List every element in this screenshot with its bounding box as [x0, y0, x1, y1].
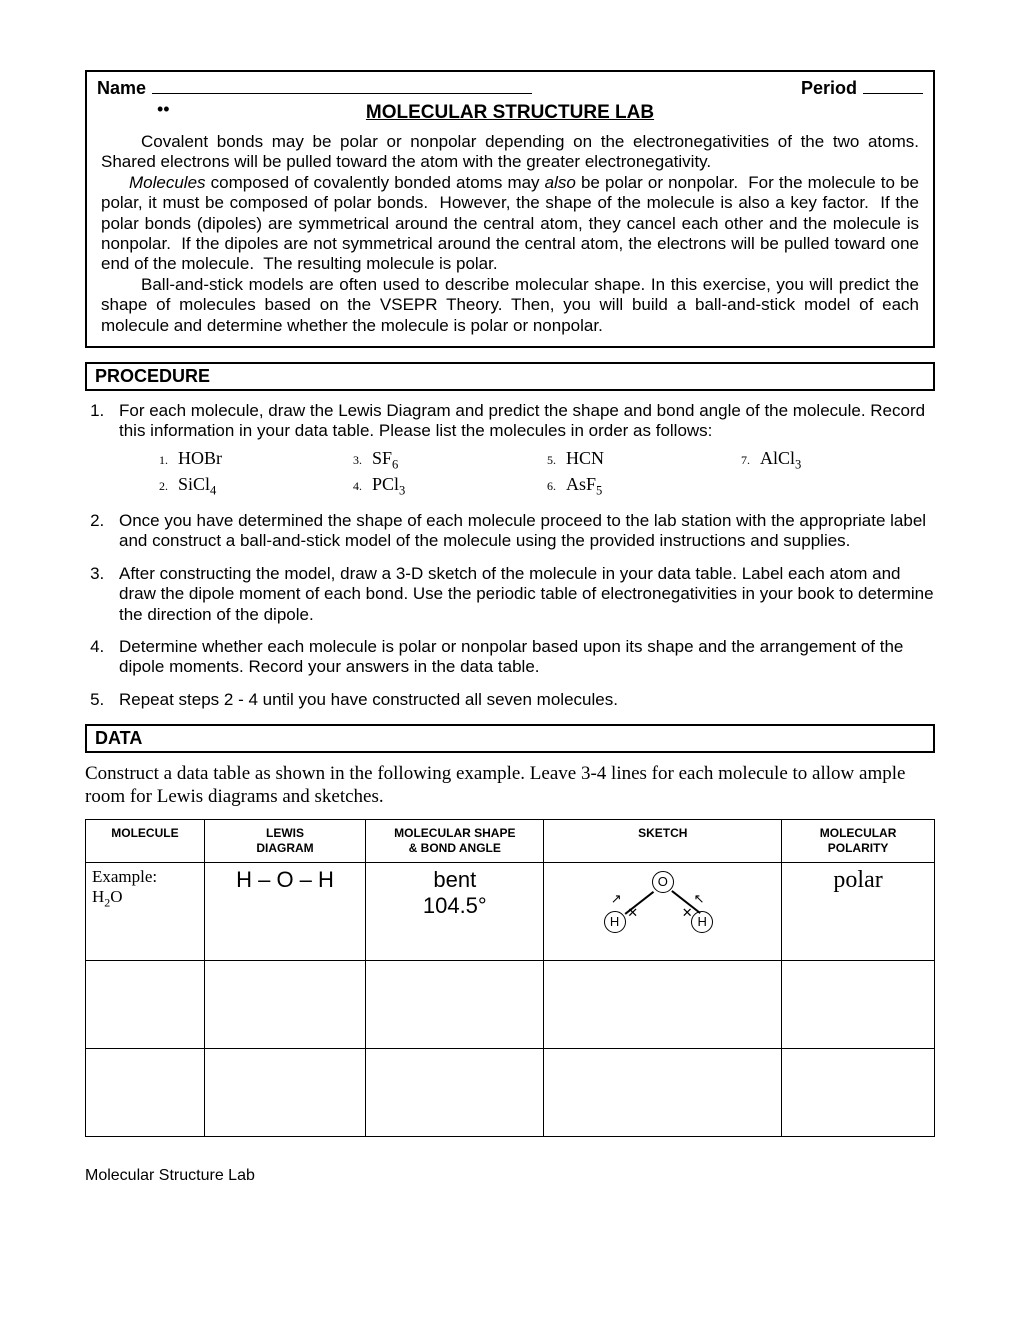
mol-6: AsF5: [566, 474, 602, 499]
data-header: DATA: [85, 724, 935, 753]
procedure-step-2: Once you have determined the shape of ea…: [109, 511, 935, 552]
mol-7: AlCl3: [760, 448, 801, 473]
period-label: Period: [801, 78, 923, 99]
th-sketch: SKETCH: [544, 819, 782, 862]
mol-2: SiCl4: [178, 474, 216, 499]
table-row: [86, 1048, 935, 1136]
mol-num: 6.: [547, 479, 556, 493]
th-lewis: LEWISDIAGRAM: [204, 819, 365, 862]
mol-num: 2.: [159, 479, 168, 493]
name-blank-line: [152, 93, 532, 94]
mol-3: SF6: [372, 448, 398, 473]
dipole-arrow-right: ↖: [694, 891, 705, 907]
procedure-step-4: Determine whether each molecule is polar…: [109, 637, 935, 678]
example-lewis-cell: H – O – H: [204, 862, 365, 960]
example-sketch-cell: O H H ↗ ✕ ↖ ✕: [544, 862, 782, 960]
header-box: Name Period •• MOLECULAR STRUCTURE LAB C…: [85, 70, 935, 348]
dipole-arrow-left: ↗: [611, 891, 622, 907]
table-row: [86, 960, 935, 1048]
procedure-header: PROCEDURE: [85, 362, 935, 391]
procedure-step-5: Repeat steps 2 - 4 until you have constr…: [109, 690, 935, 710]
intro-p2: Molecules composed of covalently bonded …: [101, 173, 919, 275]
example-polarity-cell: polar: [782, 862, 935, 960]
th-polarity: MOLECULARPOLARITY: [782, 819, 935, 862]
example-molecule-cell: Example: H2O: [86, 862, 205, 960]
period-text: Period: [801, 78, 857, 99]
mol-num: 4.: [353, 479, 362, 493]
table-header-row: MOLECULE LEWISDIAGRAM MOLECULAR SHAPE& B…: [86, 819, 935, 862]
name-text: Name: [97, 78, 146, 99]
intro-p3: Ball-and-stick models are often used to …: [101, 275, 919, 336]
period-blank-line: [863, 93, 923, 94]
name-period-row: Name Period: [97, 78, 923, 99]
name-label: Name: [97, 78, 532, 99]
mol-num: 1.: [159, 453, 168, 467]
mol-num: 7.: [741, 453, 750, 467]
data-intro-text: Construct a data table as shown in the f…: [85, 763, 935, 809]
atom-o: O: [652, 871, 674, 893]
procedure-step-1: For each molecule, draw the Lewis Diagra…: [109, 401, 935, 499]
mol-num: 3.: [353, 453, 362, 467]
title: MOLECULAR STRUCTURE LAB: [97, 102, 923, 124]
step1-text: For each molecule, draw the Lewis Diagra…: [119, 401, 925, 440]
th-molecule: MOLECULE: [86, 819, 205, 862]
atom-h-left: H: [604, 911, 626, 933]
intro-p1: Covalent bonds may be polar or nonpolar …: [101, 132, 919, 173]
mol-4: PCl3: [372, 474, 405, 499]
example-row: Example: H2O H – O – H bent104.5° O H H …: [86, 862, 935, 960]
data-table: MOLECULE LEWISDIAGRAM MOLECULAR SHAPE& B…: [85, 819, 935, 1137]
procedure-list: For each molecule, draw the Lewis Diagra…: [109, 401, 935, 710]
th-shape: MOLECULAR SHAPE& BOND ANGLE: [366, 819, 544, 862]
footer-text: Molecular Structure Lab: [85, 1167, 935, 1185]
procedure-step-3: After constructing the model, draw a 3-D…: [109, 564, 935, 625]
molecule-list: 1. HOBr 3. SF6 5. HCN 7. AlCl3 2. SiCl4 4. PCl…: [159, 448, 935, 499]
mol-5: HCN: [566, 448, 604, 470]
intro-text: Covalent bonds may be polar or nonpolar …: [97, 132, 923, 336]
example-shape-cell: bent104.5°: [366, 862, 544, 960]
atom-h-right: H: [691, 911, 713, 933]
mol-num: 5.: [547, 453, 556, 467]
dipole-cross-left: ✕: [627, 905, 638, 921]
mol-1: HOBr: [178, 448, 222, 470]
dipole-cross-right: ✕: [682, 905, 693, 921]
